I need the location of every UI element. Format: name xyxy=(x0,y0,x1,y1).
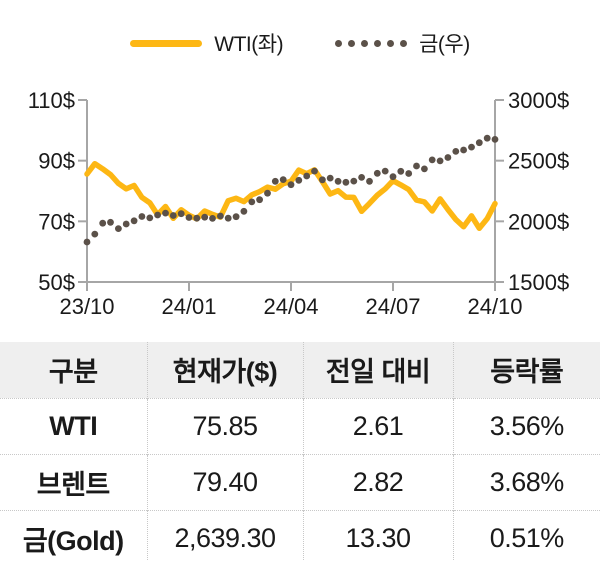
price-chart: 110$ 90$ 70$ 50$ 3000$ 2500$ 2000$ 1500$ 23/10 24… xyxy=(0,80,600,330)
table-cell: 79.40 xyxy=(146,454,303,510)
gold-series-dot xyxy=(460,146,467,154)
legend-label-gold: 금(우) xyxy=(419,33,470,56)
gold-series-dot xyxy=(350,177,358,185)
x-tick-label: 24/04 xyxy=(263,294,318,319)
gold-series-dot xyxy=(177,210,185,218)
wti-line-swatch-icon xyxy=(130,39,203,47)
gold-series-dot xyxy=(217,212,224,220)
gold-series-dot xyxy=(209,215,216,222)
legend-item-wti: WTI(좌) xyxy=(130,28,284,58)
table-row-label: 금(Gold) xyxy=(22,525,124,556)
x-tick-label: 23/10 xyxy=(59,294,114,319)
x-tick-label: 24/07 xyxy=(365,294,420,319)
gold-dots-swatch-icon xyxy=(335,39,408,47)
gold-series-dot xyxy=(130,217,138,225)
y-left-tick-label: 70$ xyxy=(38,209,75,234)
gold-series-dot xyxy=(311,167,318,175)
table-header-cell: 구분 xyxy=(0,342,147,398)
table-cell: 2.61 xyxy=(302,398,453,454)
gold-series-dot xyxy=(468,143,475,151)
table-cell: 0.51% xyxy=(452,510,600,561)
gold-series-dot xyxy=(389,173,397,181)
gold-series-dot xyxy=(146,214,154,222)
gold-series-dot xyxy=(115,225,122,233)
table-header-row: 구분 현재가($) 전일 대비 등락률 xyxy=(0,342,600,398)
gold-series-dot xyxy=(491,136,499,143)
x-tick-label: 24/10 xyxy=(467,294,522,319)
gold-series-dot xyxy=(373,169,381,177)
x-tick-label: 24/01 xyxy=(161,294,216,319)
gold-series-dot xyxy=(232,213,240,221)
gold-series-dot xyxy=(483,134,491,142)
gold-series-dot xyxy=(271,177,279,185)
gold-series-dot xyxy=(475,139,483,147)
chart-legend: WTI(좌) 금(우) xyxy=(0,0,600,80)
gold-series-dot xyxy=(295,176,303,184)
gold-series-dot xyxy=(279,176,287,183)
table-row: WTI 75.85 2.61 3.56% xyxy=(0,398,600,454)
y-right-tick-label: 2000$ xyxy=(508,209,569,234)
gold-series-dot xyxy=(264,189,271,197)
gold-series-dot xyxy=(421,165,428,173)
gold-series-dot xyxy=(287,181,295,189)
table-cell: 2.82 xyxy=(302,454,453,510)
gold-series-dot xyxy=(319,176,326,184)
gold-series-dot xyxy=(83,238,91,246)
gold-series-dot xyxy=(240,207,248,215)
price-chart-svg: 110$ 90$ 70$ 50$ 3000$ 2500$ 2000$ 1500$ 23/10 24… xyxy=(28,88,570,319)
gold-series-dot xyxy=(91,230,99,238)
gold-series-dot xyxy=(413,162,420,170)
gold-series-dot xyxy=(248,198,256,206)
table-row-label: WTI xyxy=(49,410,98,441)
gold-series-dot xyxy=(334,177,342,185)
gold-series-dot xyxy=(201,213,209,221)
gold-series-dot xyxy=(224,214,232,222)
gold-series-dot xyxy=(397,167,405,175)
legend-label-wti: WTI(좌) xyxy=(214,33,284,56)
gold-series-dot xyxy=(169,212,177,219)
table-row: 브렌트 79.40 2.82 3.68% xyxy=(0,454,600,510)
table-row: 금(Gold) 2,639.30 13.30 0.51% xyxy=(0,510,600,561)
table-cell: 2,639.30 xyxy=(146,510,303,561)
gold-series-dot xyxy=(256,196,263,204)
gold-series-dot xyxy=(122,220,130,228)
price-table: 구분 현재가($) 전일 대비 등락률 WTI 75.85 2.61 3.56% 브렌트 79.… xyxy=(0,342,600,561)
gold-series-dot xyxy=(436,157,444,165)
y-left-tick-label: 90$ xyxy=(38,149,75,174)
gold-series-dot xyxy=(162,209,169,217)
table-header-cell: 전일 대비 xyxy=(302,342,453,398)
legend-item-gold: 금(우) xyxy=(335,28,470,58)
gold-series-dot xyxy=(444,154,452,161)
gold-series-dot xyxy=(366,177,373,185)
gold-series-dot xyxy=(193,214,201,222)
gold-series-dot xyxy=(185,214,193,221)
gold-series-dot xyxy=(303,172,311,180)
gold-series-dot xyxy=(381,167,389,175)
gold-series-dot xyxy=(99,219,107,227)
table-cell: 3.68% xyxy=(452,454,600,510)
gold-series-dot xyxy=(138,213,146,220)
price-table-header: 구분 현재가($) 전일 대비 등락률 xyxy=(0,342,600,398)
table-header-cell: 등락률 xyxy=(452,342,600,398)
table-cell: 75.85 xyxy=(146,398,303,454)
gold-series-dot xyxy=(326,174,334,182)
gold-series-dot xyxy=(452,148,460,155)
gold-series-dot xyxy=(405,170,413,177)
table-row-label: 브렌트 xyxy=(36,469,111,500)
gold-series-dot xyxy=(154,211,162,219)
gold-series-dot xyxy=(107,218,114,226)
y-right-tick-label: 3000$ xyxy=(508,88,569,113)
y-right-tick-label: 1500$ xyxy=(508,270,569,295)
y-left-tick-label: 110$ xyxy=(28,88,75,113)
table-cell: 3.56% xyxy=(452,398,600,454)
y-left-tick-label: 50$ xyxy=(38,270,75,295)
y-right-tick-label: 2500$ xyxy=(508,149,569,174)
gold-series-dot xyxy=(428,156,436,164)
gold-series-dot xyxy=(342,178,350,186)
gold-series-dot xyxy=(358,174,365,181)
table-header-cell: 현재가($) xyxy=(146,342,303,398)
price-table-body: WTI 75.85 2.61 3.56% 브렌트 79.40 2.82 3.68% 금(Gold… xyxy=(0,398,600,561)
table-cell: 13.30 xyxy=(302,510,453,561)
